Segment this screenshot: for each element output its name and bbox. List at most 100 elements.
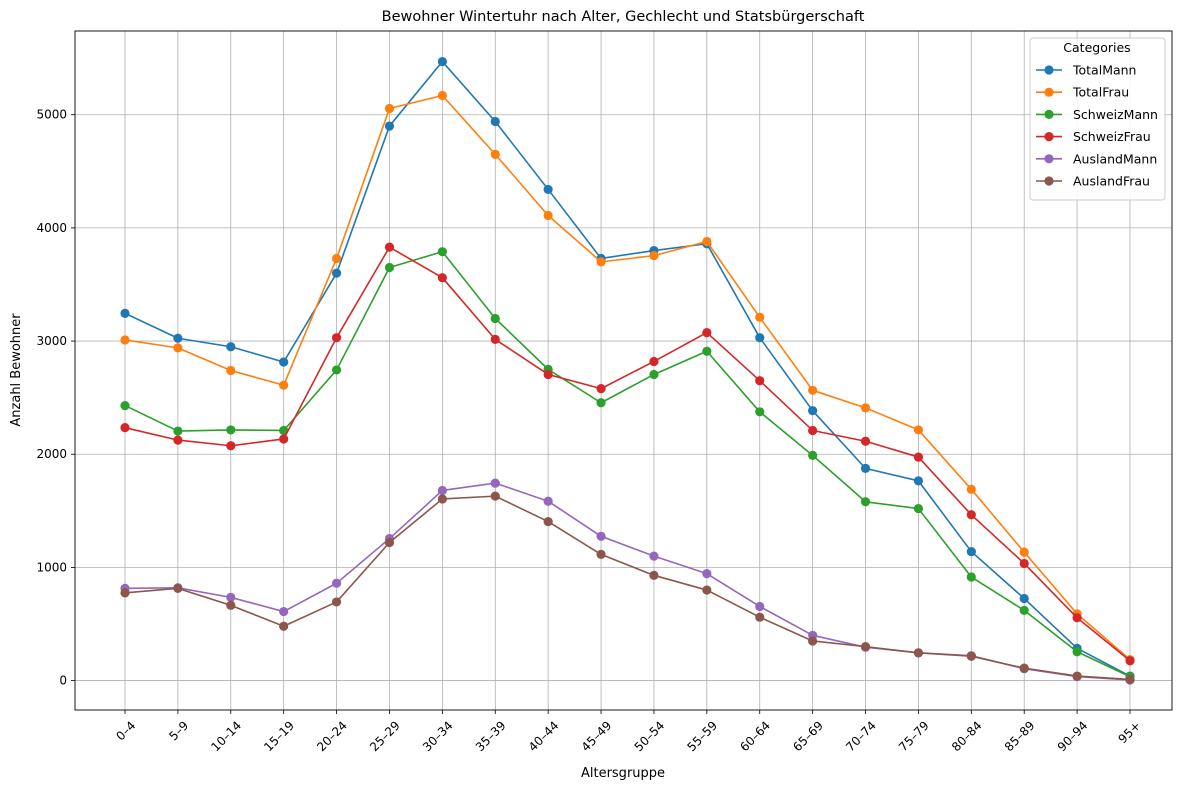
legend-marker [1044, 65, 1054, 75]
data-point [1019, 593, 1029, 604]
data-point [702, 327, 712, 338]
data-point [913, 476, 924, 486]
data-point [543, 210, 553, 221]
data-point [596, 549, 606, 559]
data-point [755, 407, 765, 417]
data-point [490, 313, 500, 324]
data-point [860, 436, 871, 446]
data-point [331, 365, 342, 375]
data-point [490, 334, 500, 344]
data-point [490, 149, 500, 159]
data-point [173, 343, 183, 353]
data-point [1019, 547, 1029, 557]
series-line [124, 60, 1131, 677]
data-point [966, 546, 976, 557]
data-point [384, 242, 395, 252]
data-point [331, 253, 342, 264]
series-group [120, 56, 1135, 685]
series-line [124, 246, 1131, 662]
data-point [1019, 558, 1029, 569]
series-line [124, 94, 1131, 661]
data-point [490, 491, 500, 501]
data-point [226, 365, 236, 376]
data-point [755, 601, 765, 612]
data-point [966, 651, 976, 661]
y-tick-label: 4000 [36, 221, 67, 235]
data-point [120, 400, 130, 411]
data-point [913, 425, 924, 435]
data-point [543, 516, 553, 527]
data-point [437, 247, 447, 257]
legend-marker [1044, 176, 1054, 186]
data-point [331, 578, 342, 588]
legend-label: AuslandMann [1073, 151, 1157, 166]
data-point [543, 496, 553, 506]
data-point [384, 537, 395, 548]
data-point [860, 403, 871, 413]
data-point [649, 369, 659, 380]
data-point [966, 484, 976, 494]
data-point [808, 450, 818, 460]
data-point [226, 425, 236, 435]
data-point [1125, 656, 1135, 666]
data-point [966, 510, 976, 520]
legend-marker [1044, 87, 1054, 97]
x-axis-label: Altersgruppe [581, 766, 665, 781]
data-point [173, 583, 183, 593]
data-point [226, 441, 236, 451]
data-point [437, 273, 447, 283]
data-point [649, 356, 659, 367]
data-point [331, 333, 342, 343]
data-point [702, 585, 712, 595]
data-point [543, 369, 553, 380]
legend-items: TotalMann TotalFrau SchweizMann SchweizFrau… [1036, 63, 1158, 189]
y-tick-label: 5000 [36, 108, 67, 122]
data-point [437, 494, 447, 504]
data-point [173, 435, 183, 445]
data-point [702, 236, 712, 247]
series-AuslandFrau [120, 491, 1135, 685]
data-point [226, 592, 236, 602]
plot-frame [74, 30, 1173, 711]
data-point [331, 268, 342, 278]
data-point [1072, 671, 1082, 681]
data-point [755, 376, 765, 386]
y-tick-label: 0 [59, 674, 67, 688]
data-point [913, 648, 924, 658]
data-point [649, 570, 659, 580]
data-point [1072, 613, 1082, 623]
legend-item: SchweizFrau [1036, 129, 1151, 144]
data-point [543, 184, 553, 195]
data-point [860, 497, 871, 507]
data-point [808, 385, 818, 395]
legend-item: SchweizMann [1036, 107, 1158, 122]
data-point [755, 312, 765, 322]
legend-item: TotalFrau [1036, 85, 1129, 100]
legend-title: Categories [1063, 40, 1130, 55]
data-point [384, 121, 395, 131]
legend-marker [1044, 154, 1054, 164]
data-point [1125, 674, 1135, 685]
data-point [702, 346, 712, 356]
y-axis-label: Anzahl Bewohner [9, 313, 24, 427]
data-point [755, 333, 765, 343]
legend-item: TotalMann [1036, 63, 1136, 78]
data-point [860, 463, 871, 473]
series-SchweizFrau [120, 242, 1135, 666]
y-axis: 0 1000 2000 3000 4000 5000 [36, 108, 75, 688]
data-point [173, 333, 183, 343]
data-point [913, 503, 924, 514]
data-point [966, 572, 976, 582]
legend-label: TotalFrau [1072, 85, 1129, 100]
data-point [120, 308, 130, 318]
data-point [596, 257, 606, 267]
legend-label: SchweizFrau [1073, 129, 1151, 144]
data-point [808, 636, 818, 646]
data-point [384, 262, 395, 273]
data-point [913, 452, 924, 462]
data-point [1019, 663, 1029, 673]
data-point [279, 425, 289, 436]
data-point [755, 612, 765, 622]
